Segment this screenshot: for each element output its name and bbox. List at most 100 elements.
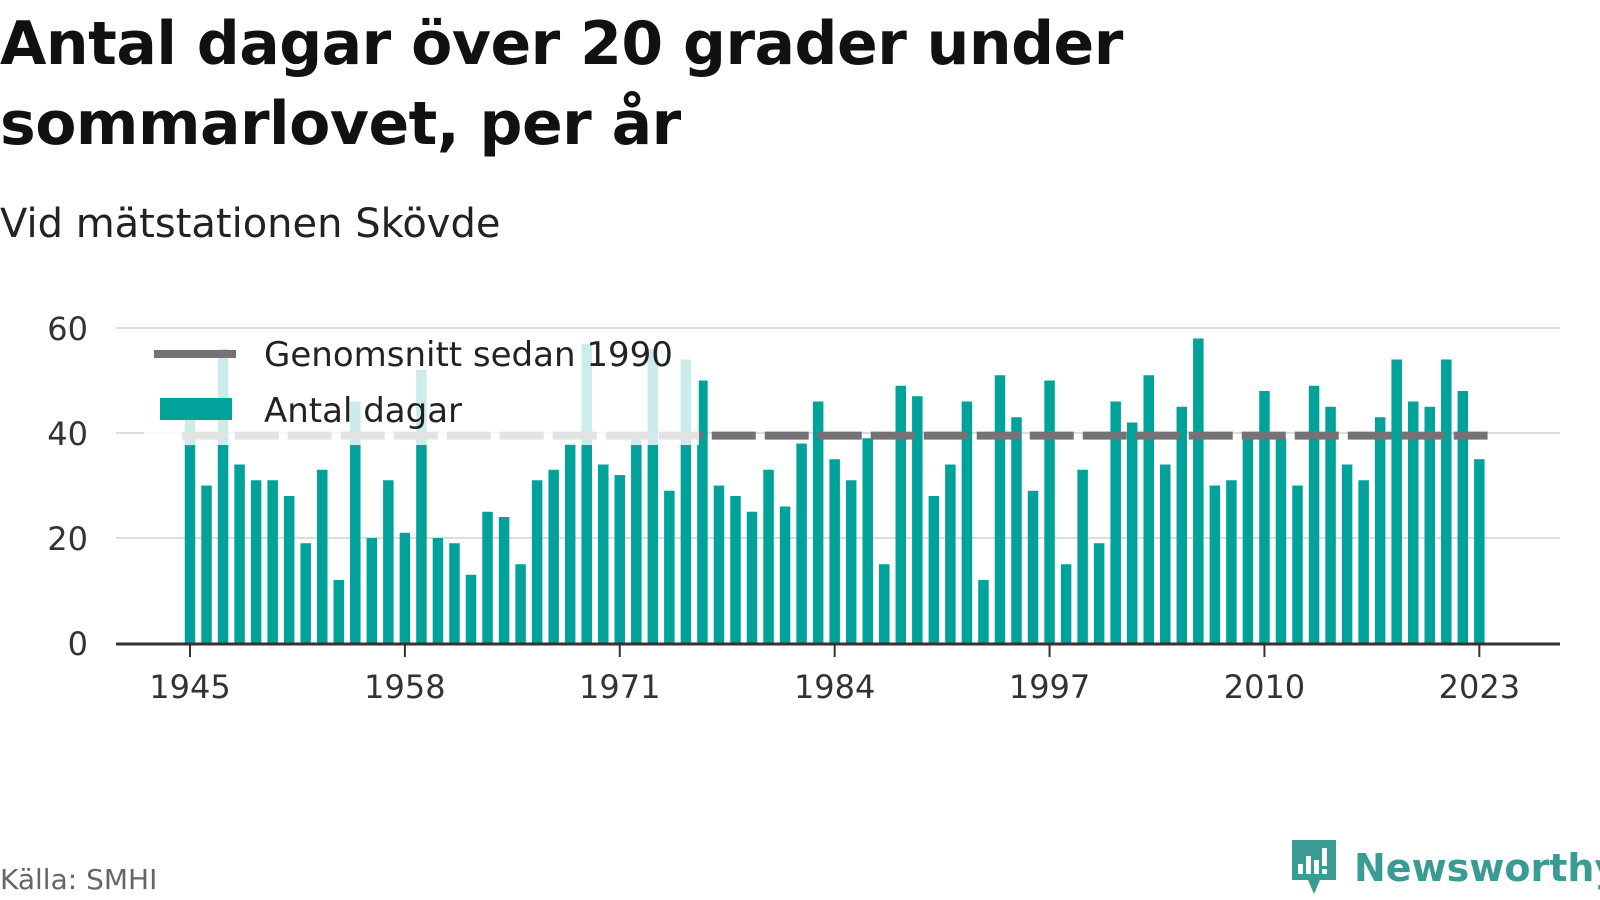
newsworthy-logo-icon xyxy=(1292,840,1336,894)
bar-1950 xyxy=(267,480,278,643)
bar-1967 xyxy=(548,469,559,643)
chart-subtitle: Vid mätstationen Skövde xyxy=(0,201,501,247)
bar-2006 xyxy=(1193,338,1204,643)
bar-2018 xyxy=(1391,359,1402,643)
bar-1947 xyxy=(217,349,229,643)
bar-1991 xyxy=(945,464,956,643)
bar-2010 xyxy=(1259,391,1270,643)
bar-1946 xyxy=(201,485,212,643)
bar-1988 xyxy=(895,385,907,643)
bar-1996 xyxy=(1027,490,1039,643)
bar-1990 xyxy=(928,496,940,643)
bar-1973 xyxy=(647,349,659,643)
bar-1989 xyxy=(912,396,923,643)
bar-1972 xyxy=(631,433,642,643)
legend: Genomsnitt sedan 1990 Antal dagar xyxy=(144,329,699,445)
bar-1985 xyxy=(845,480,857,643)
bar-1999 xyxy=(1077,469,1088,643)
bar-1981 xyxy=(779,506,791,643)
bar-2003 xyxy=(1143,375,1154,643)
y-tick-label: 0 xyxy=(68,625,88,663)
bar-2014 xyxy=(1325,406,1336,643)
bar-2013 xyxy=(1308,385,1320,643)
bar-2004 xyxy=(1160,464,1171,643)
bar-1982 xyxy=(796,443,807,643)
bar-2020 xyxy=(1424,406,1435,643)
y-axis-ticks: 0 20 40 60 xyxy=(47,310,88,663)
y-tick-label: 20 xyxy=(47,520,88,558)
bar-2022 xyxy=(1457,391,1469,643)
bar-1966 xyxy=(531,480,543,643)
bar-2002 xyxy=(1126,422,1138,643)
bar-1971 xyxy=(614,475,626,643)
bar-1986 xyxy=(862,438,873,643)
bar-1984 xyxy=(829,459,840,643)
bar-1992 xyxy=(961,401,973,643)
bar-1977 xyxy=(713,485,725,643)
legend-swatch-bars xyxy=(160,398,232,420)
bar-1948 xyxy=(234,464,245,643)
bar-1945 xyxy=(184,417,196,643)
bar-1956 xyxy=(366,538,378,643)
chart-title: Antal dagar över 20 grader under sommarl… xyxy=(0,9,1123,159)
bars xyxy=(184,338,1485,643)
bar-1993 xyxy=(978,580,989,643)
bar-2007 xyxy=(1209,485,1221,643)
bar-1968 xyxy=(564,443,576,643)
bar-1953 xyxy=(316,469,328,643)
bar-1949 xyxy=(250,480,262,643)
bar-2017 xyxy=(1374,417,1386,643)
bar-1994 xyxy=(994,375,1006,643)
bar-1965 xyxy=(515,564,526,643)
x-axis: 1945 1958 1971 1984 1997 2010 2023 xyxy=(116,642,1560,706)
bar-2021 xyxy=(1441,359,1452,643)
bar-1954 xyxy=(333,580,345,643)
bar-1995 xyxy=(1011,417,1022,643)
bar-2001 xyxy=(1110,401,1121,643)
x-tick-label: 1997 xyxy=(1009,668,1090,706)
bar-2012 xyxy=(1292,485,1303,643)
x-tick-label: 2010 xyxy=(1224,668,1305,706)
legend-box xyxy=(144,329,699,445)
bar-1963 xyxy=(482,511,493,643)
legend-label-average: Genomsnitt sedan 1990 xyxy=(264,335,673,375)
x-tick-label: 1971 xyxy=(579,668,660,706)
bar-2008 xyxy=(1226,480,1237,643)
bar-2009 xyxy=(1242,433,1254,643)
bar-2000 xyxy=(1093,543,1105,643)
bar-1969 xyxy=(581,343,592,643)
bar-1952 xyxy=(300,543,311,643)
legend-label-bars: Antal dagar xyxy=(264,391,462,431)
bar-1978 xyxy=(730,496,741,643)
x-tick-label: 1958 xyxy=(364,668,445,706)
bar-1976 xyxy=(697,380,708,643)
bar-2023 xyxy=(1474,459,1485,643)
bar-2011 xyxy=(1275,438,1287,643)
bar-1980 xyxy=(763,469,774,643)
bar-1987 xyxy=(879,564,890,643)
bar-1961 xyxy=(449,543,460,643)
y-tick-label: 60 xyxy=(47,310,88,348)
bar-1975 xyxy=(680,359,692,643)
bar-1974 xyxy=(664,490,675,643)
bar-1958 xyxy=(399,532,411,643)
bar-1998 xyxy=(1060,564,1072,643)
bar-1955 xyxy=(350,401,361,643)
brand-name: Newsworthy xyxy=(1354,846,1600,890)
bar-chart: 0 20 40 60 Genomsnitt sedan 1990 Antal dagar… xyxy=(47,310,1560,706)
bar-2015 xyxy=(1341,464,1353,643)
bar-2019 xyxy=(1407,401,1419,643)
source-note: Källa: SMHI xyxy=(0,863,158,896)
brand: Newsworthy xyxy=(1288,838,1600,898)
bar-1983 xyxy=(812,401,824,643)
y-tick-label: 40 xyxy=(47,415,88,453)
bar-1957 xyxy=(383,480,394,643)
x-tick-label: 2023 xyxy=(1439,668,1520,706)
bar-1959 xyxy=(416,370,427,643)
bar-1951 xyxy=(283,496,295,643)
bar-1962 xyxy=(465,574,477,643)
bar-1970 xyxy=(598,464,609,643)
bar-1960 xyxy=(432,538,444,643)
bar-1979 xyxy=(746,511,758,643)
bar-1997 xyxy=(1044,380,1055,643)
